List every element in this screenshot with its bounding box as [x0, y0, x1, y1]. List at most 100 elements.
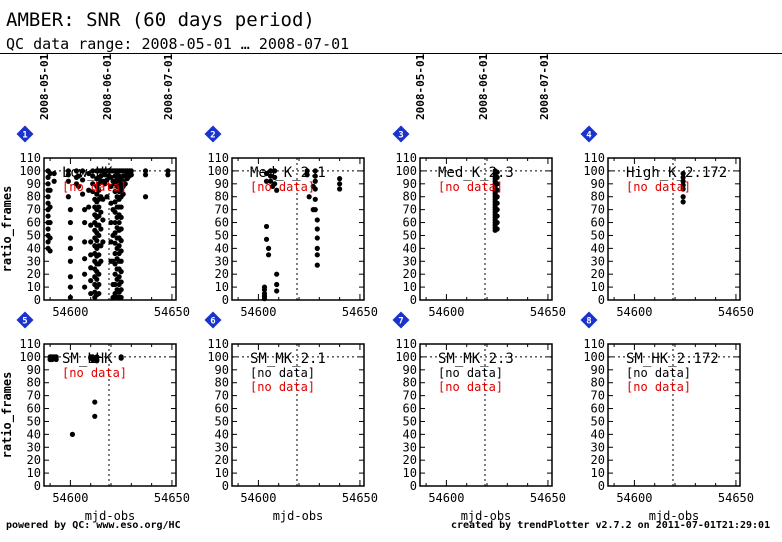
- data-point: [680, 182, 686, 188]
- data-point: [96, 187, 102, 193]
- y-tick-label: 0: [410, 479, 417, 493]
- data-point: [104, 194, 110, 200]
- data-point: [45, 200, 51, 206]
- x-tick-label: 54650: [342, 491, 378, 505]
- no-data-label: [no data]: [250, 180, 315, 194]
- panel-badge-number: 1: [22, 131, 27, 141]
- y-tick-label: 20: [27, 267, 41, 281]
- data-point: [79, 177, 86, 183]
- data-point: [88, 222, 94, 228]
- y-tick-label: 10: [27, 280, 41, 294]
- data-point: [88, 278, 94, 284]
- x-tick-label: 54650: [718, 305, 754, 319]
- data-point: [165, 168, 171, 174]
- data-point: [82, 256, 88, 262]
- y-tick-label: 60: [215, 216, 229, 230]
- data-point: [90, 188, 96, 195]
- no-data-label: [no data]: [62, 180, 127, 194]
- y-tick-label: 20: [27, 453, 41, 467]
- y-tick-label: 100: [19, 350, 41, 364]
- y-tick-label: 70: [403, 203, 417, 217]
- panel-badge-icon: [580, 311, 598, 329]
- data-point: [112, 230, 118, 236]
- no-data-label: [no data]: [250, 380, 315, 394]
- x-axis-label: mjd-obs: [85, 509, 136, 523]
- x-tick-label: 54600: [52, 305, 88, 319]
- y-tick-label: 20: [591, 453, 605, 467]
- data-point: [337, 176, 343, 182]
- y-tick-label: 50: [591, 228, 605, 242]
- data-point: [267, 178, 274, 184]
- y-tick-label: 10: [591, 466, 605, 480]
- data-point: [680, 170, 686, 177]
- data-point: [312, 173, 318, 179]
- y-tick-label: 100: [583, 350, 605, 364]
- data-point: [96, 213, 102, 219]
- x-tick-label: 54600: [52, 491, 88, 505]
- y-tick-label: 40: [215, 241, 229, 255]
- date-marker-label: 2008-07-01: [538, 53, 551, 120]
- y-tick-label: 50: [27, 228, 41, 242]
- data-point: [118, 204, 124, 210]
- data-point: [90, 356, 96, 363]
- y-tick-label: 30: [403, 440, 417, 454]
- y-tick-label: 80: [215, 376, 229, 390]
- y-tick-label: 40: [591, 427, 605, 441]
- data-point: [116, 219, 122, 226]
- data-point: [337, 186, 343, 192]
- date-marker-label: 2008-07-01: [162, 53, 175, 120]
- data-point: [312, 178, 318, 184]
- data-point: [94, 358, 100, 364]
- data-point: [45, 181, 51, 187]
- x-tick-label: 54600: [240, 491, 276, 505]
- data-point: [88, 290, 94, 297]
- no-data-label: [no data]: [438, 180, 503, 194]
- y-tick-label: 60: [27, 216, 41, 230]
- y-tick-label: 70: [403, 389, 417, 403]
- data-point: [263, 223, 270, 230]
- y-tick-label: 50: [403, 228, 417, 242]
- panel-frame: [419, 157, 553, 301]
- data-point: [494, 213, 500, 219]
- data-point: [272, 168, 278, 174]
- data-point: [265, 252, 272, 258]
- data-point: [82, 219, 88, 226]
- panel-badge-icon: [392, 311, 410, 329]
- y-tick-label: 20: [403, 267, 417, 281]
- panel-name: High_K_2.172: [626, 165, 727, 181]
- data-point: [118, 269, 124, 275]
- data-point: [47, 204, 53, 210]
- data-point: [82, 271, 88, 277]
- data-point: [118, 294, 124, 301]
- y-tick-label: 20: [215, 267, 229, 281]
- data-point: [67, 274, 73, 280]
- y-tick-label: 0: [410, 293, 417, 307]
- data-point: [92, 399, 98, 405]
- y-tick-label: 60: [27, 402, 41, 416]
- data-point: [312, 168, 318, 174]
- y-tick-label: 90: [591, 363, 605, 377]
- panel-badge-number: 7: [398, 317, 403, 327]
- data-point: [263, 236, 270, 242]
- data-point: [337, 181, 343, 187]
- data-point: [65, 194, 71, 200]
- data-point: [96, 204, 102, 210]
- y-tick-label: 100: [207, 350, 229, 364]
- y-tick-label: 90: [27, 363, 41, 377]
- no-data-label: [no data]: [626, 380, 691, 394]
- y-tick-label: 40: [27, 427, 41, 441]
- y-tick-label: 70: [27, 203, 41, 217]
- data-point: [680, 199, 686, 205]
- y-tick-label: 20: [215, 453, 229, 467]
- y-tick-label: 0: [34, 293, 41, 307]
- data-point: [45, 226, 51, 232]
- data-point: [112, 271, 118, 277]
- panel-badge-number: 3: [398, 131, 403, 141]
- y-tick-label: 30: [27, 440, 41, 454]
- data-point: [82, 207, 88, 213]
- data-point: [86, 187, 92, 193]
- data-point: [274, 281, 280, 288]
- y-tick-label: 10: [403, 280, 417, 294]
